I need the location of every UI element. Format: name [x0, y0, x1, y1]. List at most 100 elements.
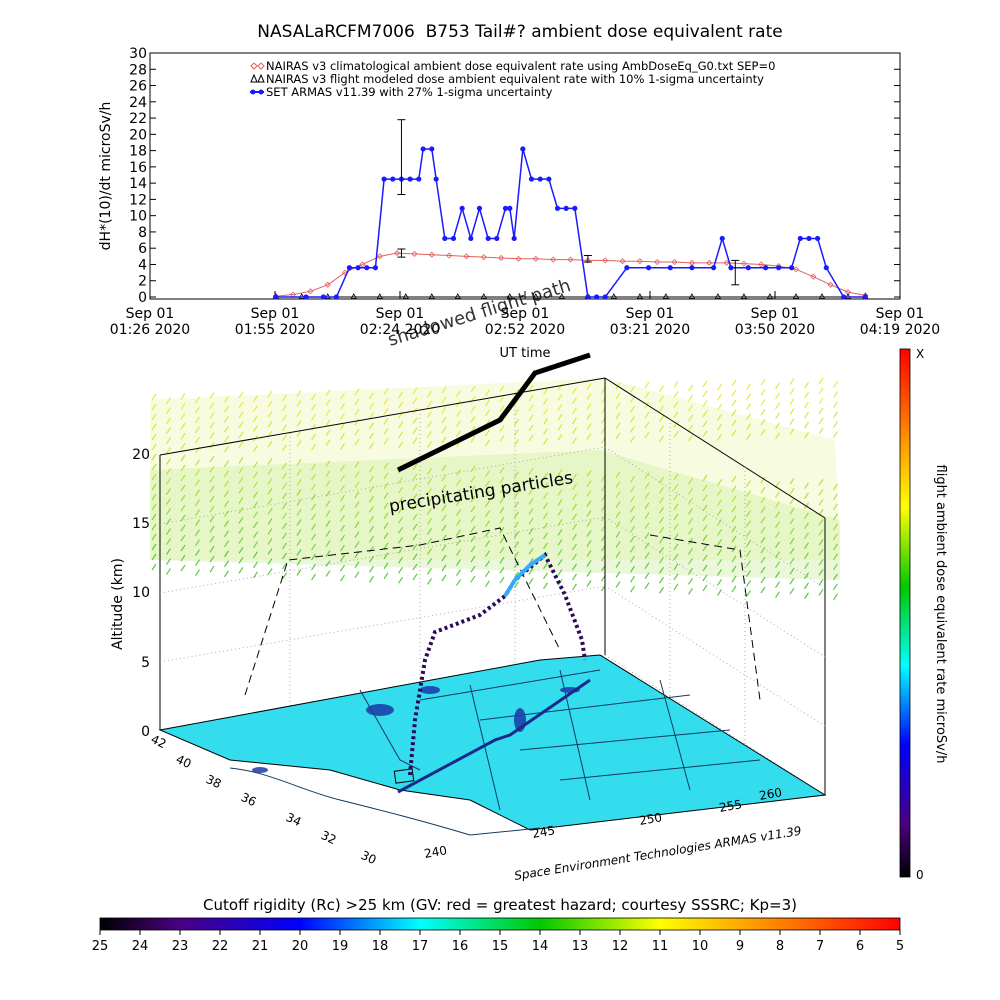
dose-field-mark	[818, 397, 824, 405]
dose-field-mark	[702, 400, 708, 408]
dose-field-mark	[340, 514, 345, 522]
y-tick-label: 2	[138, 274, 147, 290]
data-point	[572, 205, 578, 211]
dose-field-mark	[209, 545, 215, 553]
dose-field-mark	[717, 394, 722, 401]
dose-field-mark	[760, 408, 766, 416]
dose-field-mark	[659, 385, 664, 393]
latitude-tick: 30	[359, 848, 379, 867]
latitude-tick: 40	[174, 752, 194, 771]
dose-field-mark	[296, 400, 302, 407]
dose-field-mark	[586, 393, 592, 400]
figure-title: NASALaRCFM7006 B753 Tail#? ambient dose …	[257, 22, 783, 42]
dose-field-mark	[586, 510, 592, 517]
data-point	[454, 293, 461, 299]
side-colorbar-gradient	[899, 348, 911, 878]
dose-field-mark	[180, 504, 186, 512]
side-colorbar-min: 0	[916, 868, 924, 882]
dose-field-mark	[717, 489, 722, 496]
dose-field-mark	[630, 525, 635, 533]
dose-field-mark	[760, 506, 766, 514]
dose-field-mark	[151, 543, 157, 551]
bottom-colorbar-tick-label: 21	[252, 939, 269, 954]
x-tick-label: 01:26 2020	[110, 322, 190, 338]
dose-field-mark	[267, 410, 273, 418]
dose-field-mark	[615, 412, 621, 420]
dose-field-mark	[557, 539, 563, 546]
dose-field-mark	[325, 439, 331, 447]
dose-field-mark	[833, 563, 838, 571]
dose-field-mark	[688, 548, 693, 555]
data-point	[420, 146, 426, 152]
dose-field-mark	[630, 565, 635, 573]
dose-field-mark	[224, 490, 229, 498]
latitude-tick: 32	[319, 828, 339, 847]
dose-field-mark	[673, 381, 679, 388]
dose-field-mark	[833, 583, 838, 591]
dose-field-mark	[441, 396, 447, 404]
dose-field-mark	[833, 533, 838, 541]
dose-field-mark	[238, 526, 244, 534]
dose-field-mark	[833, 483, 838, 491]
dose-field-mark	[282, 404, 287, 412]
dose-field-mark	[238, 401, 244, 409]
dose-field-mark	[253, 551, 258, 559]
bottom-colorbar-gradient	[99, 917, 901, 931]
dose-field-mark	[238, 496, 244, 504]
dose-field-mark	[267, 498, 273, 505]
dose-field-mark	[528, 527, 534, 535]
dose-field-mark	[238, 476, 244, 484]
data-point	[515, 255, 522, 262]
dose-field-mark	[311, 463, 316, 471]
dose-field-mark	[514, 471, 519, 479]
dose-field-mark	[398, 547, 403, 554]
dose-field-mark	[209, 455, 215, 463]
dose-field-mark	[543, 532, 548, 540]
dose-field-mark	[427, 518, 432, 525]
dose-field-mark	[296, 390, 302, 397]
dose-field-mark	[775, 491, 780, 498]
dose-field-mark	[412, 473, 418, 481]
dose-field-mark	[644, 472, 650, 480]
dose-field-mark	[209, 402, 215, 409]
dose-field-mark	[499, 425, 505, 432]
dose-field-mark	[760, 576, 766, 584]
dose-field-mark	[151, 523, 157, 531]
dose-field-mark	[151, 453, 157, 461]
dose-field-mark	[557, 569, 563, 576]
dose-field-mark	[253, 405, 258, 412]
dose-field-mark	[412, 543, 418, 551]
dose-field-mark	[702, 430, 708, 438]
latitude-axis: 42 40 38 36 34 32 30	[149, 732, 379, 867]
data-point	[273, 294, 279, 300]
bottom-colorbar-tick-label: 13	[572, 939, 589, 954]
dose-field-mark	[644, 552, 650, 560]
bottom-colorbar-tick-label: 10	[692, 939, 709, 954]
data-point	[390, 176, 396, 182]
dose-field-mark	[383, 552, 389, 560]
dose-field-mark	[688, 578, 693, 585]
dose-field-mark	[325, 500, 331, 507]
dose-field-mark	[746, 433, 751, 440]
dose-field-mark	[789, 487, 795, 495]
dose-field-mark	[340, 554, 345, 562]
dose-field-mark	[833, 543, 838, 551]
dose-field-mark	[789, 388, 795, 395]
dose-field-mark	[673, 473, 679, 481]
side-colorbar: X 0 flight ambient dose equivalent rate …	[899, 347, 948, 882]
dose-field-mark	[209, 432, 215, 439]
dose-field-mark	[383, 428, 389, 435]
dose-field-mark	[528, 414, 534, 422]
data-point	[476, 205, 483, 211]
dose-field-mark	[673, 583, 679, 591]
latitude-tick: 34	[284, 810, 304, 829]
dose-field-mark	[804, 401, 809, 409]
data-point	[372, 265, 379, 271]
dose-field-mark	[760, 398, 766, 406]
dose-field-mark	[209, 495, 215, 503]
data-point	[740, 260, 747, 267]
dose-field-mark	[412, 463, 418, 471]
timeseries-series	[272, 146, 869, 300]
dose-field-mark	[789, 587, 795, 595]
